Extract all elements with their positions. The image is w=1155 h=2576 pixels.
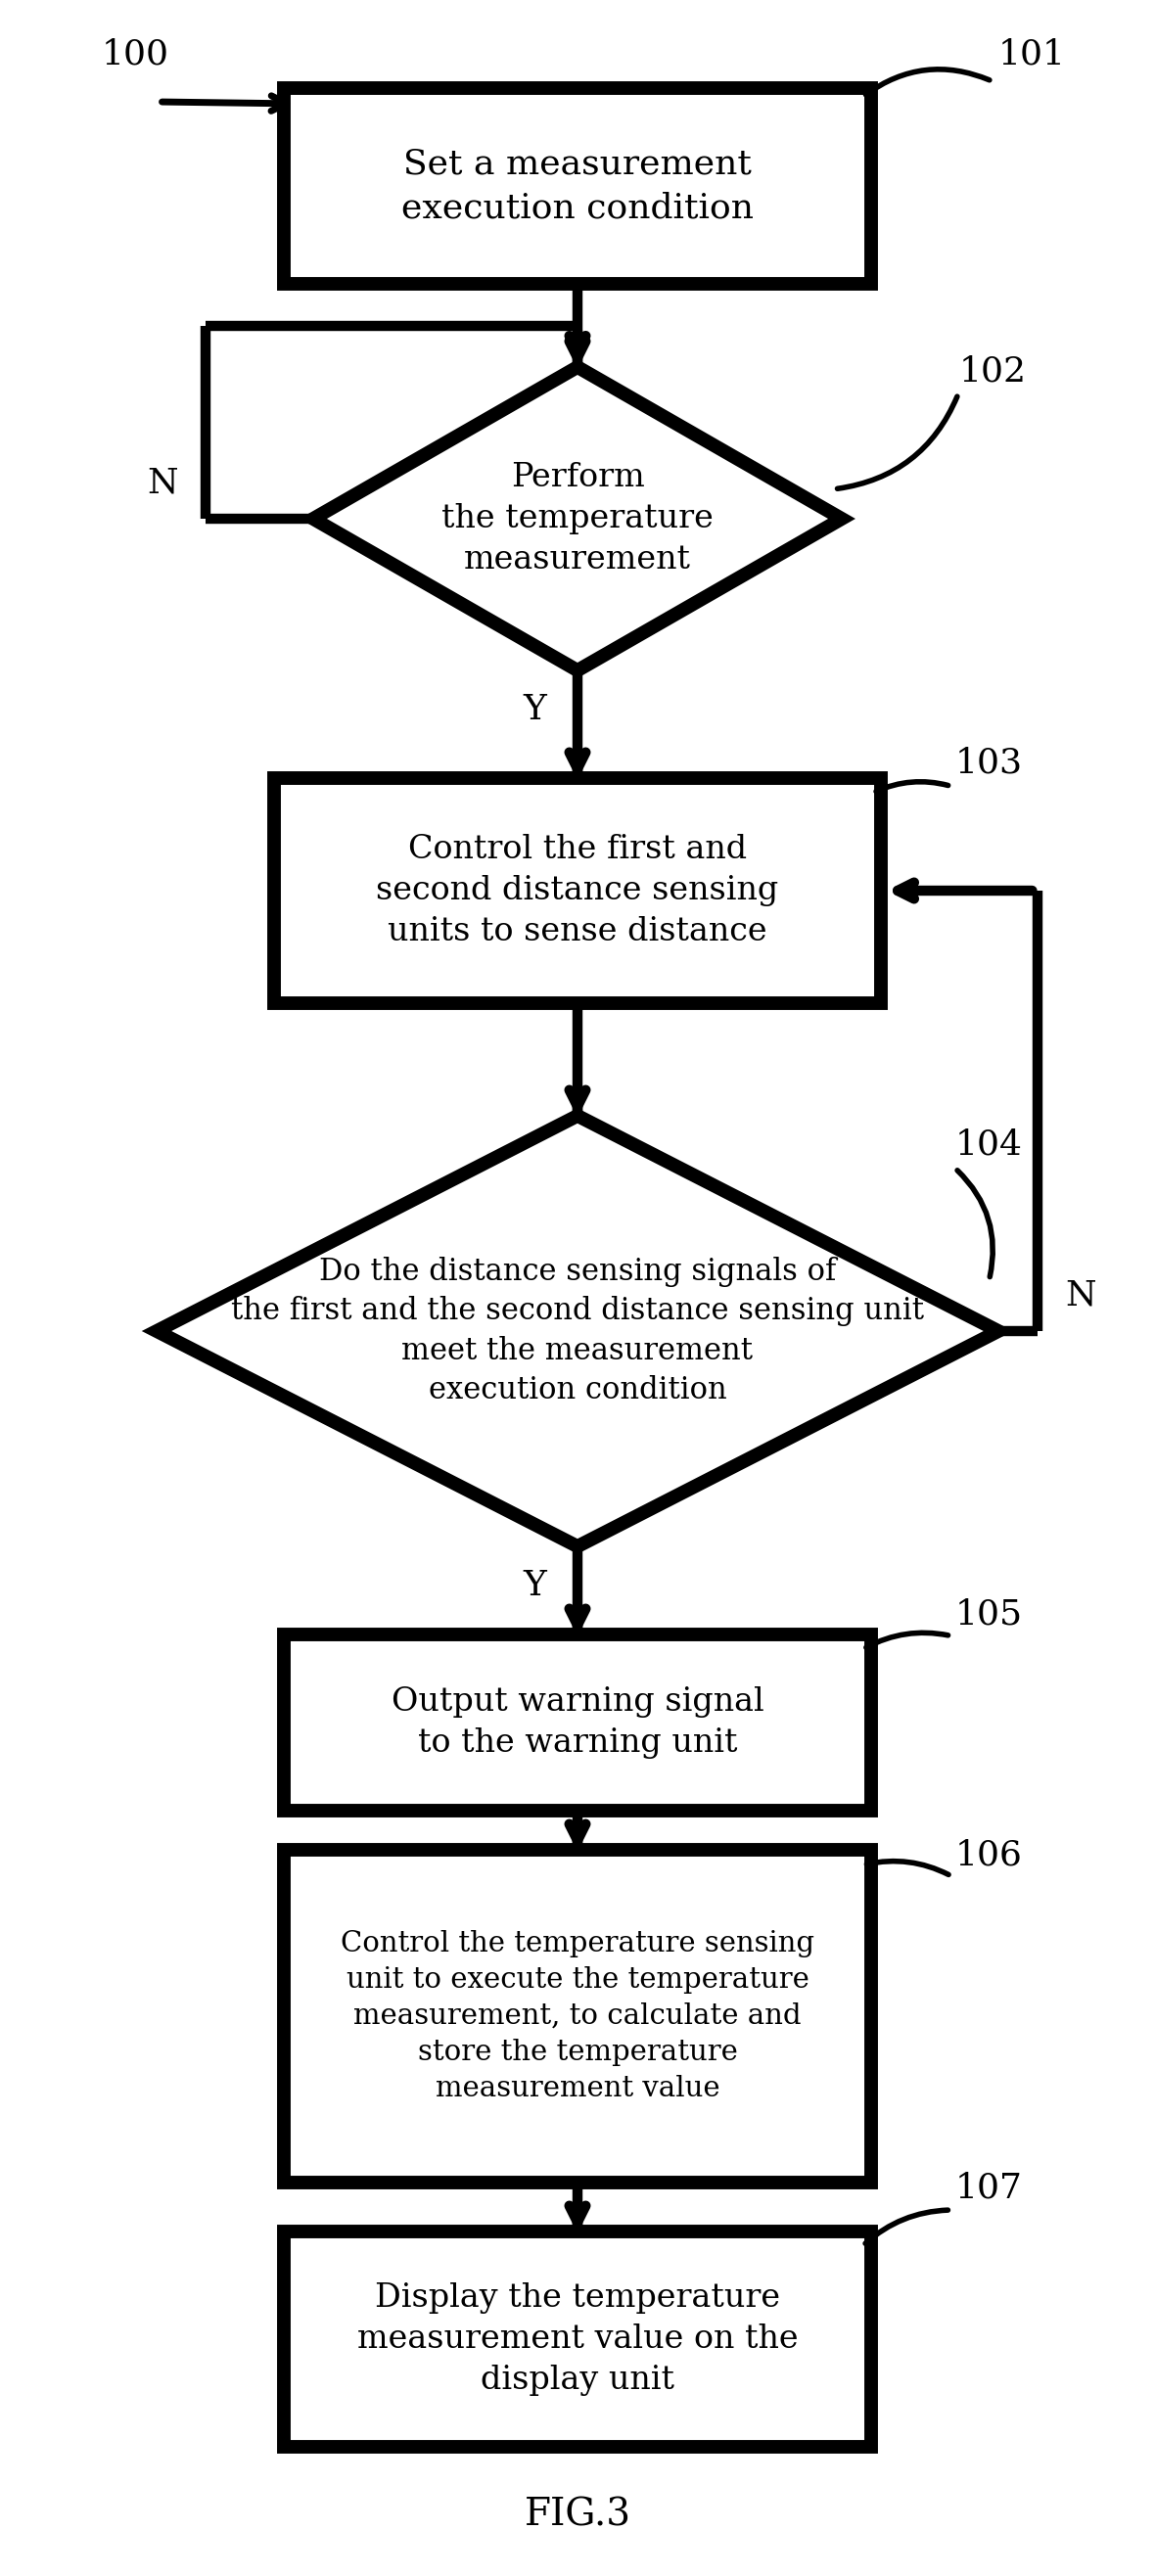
Text: Perform
the temperature
measurement: Perform the temperature measurement: [441, 461, 714, 574]
Polygon shape: [157, 1115, 998, 1546]
Text: 100: 100: [102, 39, 170, 72]
Bar: [284, 88, 871, 283]
Text: Display the temperature
measurement value on the
display unit: Display the temperature measurement valu…: [357, 2282, 798, 2396]
Bar: [274, 778, 881, 1002]
Text: Y: Y: [523, 693, 546, 726]
Text: 102: 102: [960, 355, 1027, 389]
Text: FIG.3: FIG.3: [524, 2496, 631, 2532]
Text: Output warning signal
to the warning unit: Output warning signal to the warning uni…: [392, 1687, 763, 1759]
Text: Y: Y: [523, 1569, 546, 1602]
Text: 105: 105: [955, 1597, 1023, 1631]
Text: 101: 101: [998, 39, 1066, 72]
Text: 104: 104: [955, 1128, 1023, 1162]
Text: 107: 107: [955, 2172, 1022, 2205]
Bar: [284, 1850, 871, 2182]
Text: Control the temperature sensing
unit to execute the temperature
measurement, to : Control the temperature sensing unit to …: [341, 1929, 814, 2102]
Text: Do the distance sensing signals of
the first and the second distance sensing uni: Do the distance sensing signals of the f…: [231, 1257, 924, 1406]
Text: 103: 103: [955, 747, 1023, 781]
Bar: [284, 1633, 871, 1811]
Text: Control the first and
second distance sensing
units to sense distance: Control the first and second distance se…: [377, 835, 778, 948]
Text: 106: 106: [955, 1839, 1022, 1873]
Text: N: N: [147, 466, 178, 500]
Text: Set a measurement
execution condition: Set a measurement execution condition: [401, 147, 754, 224]
Bar: [284, 2231, 871, 2447]
Text: N: N: [1065, 1280, 1096, 1311]
Polygon shape: [313, 366, 842, 670]
